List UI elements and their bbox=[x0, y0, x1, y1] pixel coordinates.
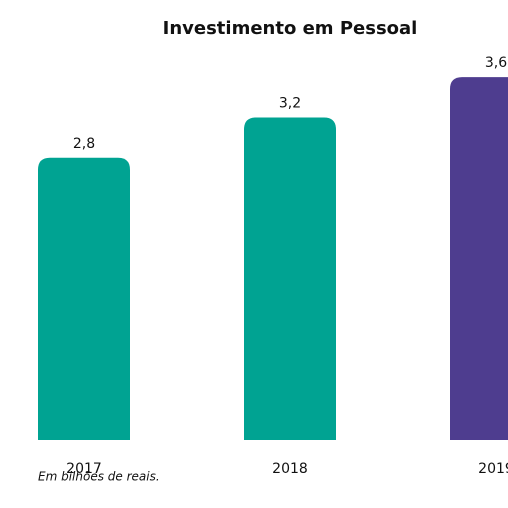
bar bbox=[244, 117, 336, 440]
value-label: 3,2 bbox=[279, 95, 301, 111]
note: Em bilhões de reais. bbox=[38, 470, 160, 484]
bar bbox=[450, 77, 508, 440]
x-tick-label: 2017 bbox=[66, 461, 102, 477]
x-tick-label: 2019 bbox=[478, 461, 508, 477]
chart-title: Investimento em Pessoal bbox=[163, 18, 418, 39]
value-label: 3,6 bbox=[485, 55, 507, 71]
value-label: 2,8 bbox=[73, 136, 95, 152]
x-tick-label: 2018 bbox=[272, 461, 308, 477]
bar bbox=[38, 157, 130, 440]
